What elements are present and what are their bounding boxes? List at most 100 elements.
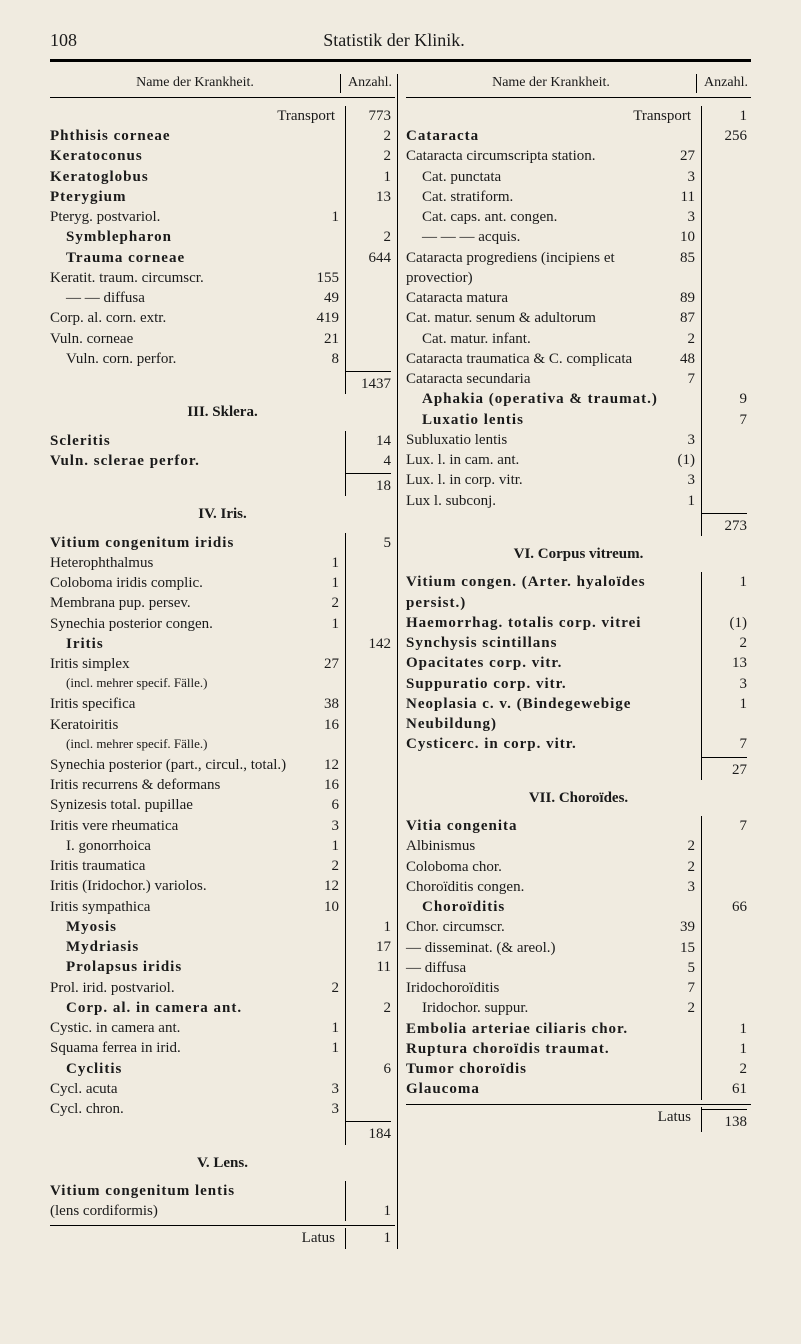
row-label: Suppuratio corp. vitr. bbox=[406, 674, 659, 694]
row-count bbox=[345, 1181, 395, 1201]
row-label: Subluxatio lentis bbox=[406, 430, 659, 450]
row-mid-value: 3 bbox=[659, 430, 701, 450]
row-mid-value bbox=[303, 451, 345, 471]
table-row: Cataracta progrediens (incipiens et prov… bbox=[406, 248, 751, 289]
row-count bbox=[345, 836, 395, 856]
row-count: 644 bbox=[345, 248, 395, 268]
section-3-title: III. Sklera. bbox=[50, 402, 395, 422]
row-count: 7 bbox=[701, 734, 751, 754]
row-label: Vitia congenita bbox=[406, 816, 659, 836]
row-mid-value: 1 bbox=[659, 491, 701, 511]
row-count bbox=[701, 167, 751, 187]
row-label: Cataracta circumscripta station. bbox=[406, 146, 659, 166]
row-label: Phthisis corneae bbox=[50, 126, 303, 146]
row-count bbox=[345, 349, 395, 369]
row-mid-value: 2 bbox=[303, 593, 345, 613]
row-mid-value bbox=[303, 167, 345, 187]
row-label: Trauma corneae bbox=[50, 248, 303, 268]
row-mid-value: 1 bbox=[303, 1018, 345, 1038]
table-row: — — diffusa49 bbox=[50, 288, 395, 308]
table-row: Vuln. corneae21 bbox=[50, 329, 395, 349]
row-count bbox=[345, 654, 395, 674]
table-row: Squama ferrea in irid.1 bbox=[50, 1038, 395, 1058]
row-count: 2 bbox=[345, 227, 395, 247]
table-row: Vitia congenita 7 bbox=[406, 816, 751, 836]
row-label: (lens cordiformis) bbox=[50, 1201, 303, 1221]
row-count: 14 bbox=[345, 431, 395, 451]
table-row: Vitium congen. (Arter. hyaloïdes persist… bbox=[406, 572, 751, 613]
row-label: Iritis recurrens & deformans bbox=[50, 775, 303, 795]
row-label: Iritis specifica bbox=[50, 694, 303, 714]
row-label: Myosis bbox=[50, 917, 303, 937]
row-label: — disseminat. (& areol.) bbox=[406, 938, 659, 958]
table-row: Corp. al. in camera ant.2 bbox=[50, 998, 395, 1018]
row-count bbox=[345, 694, 395, 714]
table-row: (incl. mehrer specif. Fälle.) bbox=[50, 674, 395, 694]
col-header-name: Name der Krankheit. bbox=[50, 74, 340, 93]
row-mid-value bbox=[659, 613, 701, 633]
row-mid-value: 21 bbox=[303, 329, 345, 349]
table-row: Iridochoroïditis7 bbox=[406, 978, 751, 998]
table-row: — disseminat. (& areol.)15 bbox=[406, 938, 751, 958]
page-number: 108 bbox=[50, 30, 77, 51]
table-row: Keratoconus2 bbox=[50, 146, 395, 166]
row-label: Iritis sympathica bbox=[50, 897, 303, 917]
table-row: Suppuratio corp. vitr.3 bbox=[406, 674, 751, 694]
row-label: Cataracta matura bbox=[406, 288, 659, 308]
row-label: Keratoconus bbox=[50, 146, 303, 166]
row-mid-value: 1 bbox=[303, 1038, 345, 1058]
row-count: 9 bbox=[701, 389, 751, 409]
col-header-count: Anzahl. bbox=[696, 74, 751, 93]
table-row: Lux. l. in corp. vitr.3 bbox=[406, 470, 751, 490]
row-count: 1 bbox=[701, 572, 751, 613]
row-mid-value: 12 bbox=[303, 755, 345, 775]
table-row: Iritis simplex27 bbox=[50, 654, 395, 674]
table-row: Synechia posterior congen.1 bbox=[50, 614, 395, 634]
row-label: (incl. mehrer specif. Fälle.) bbox=[50, 674, 303, 694]
row-mid-value: 155 bbox=[303, 268, 345, 288]
row-mid-value bbox=[303, 126, 345, 146]
row-mid-value: 16 bbox=[303, 715, 345, 735]
row-count bbox=[345, 978, 395, 998]
row-count bbox=[345, 816, 395, 836]
table-row: Cat. stratiform.11 bbox=[406, 187, 751, 207]
row-count bbox=[345, 553, 395, 573]
row-label: Cat. caps. ant. congen. bbox=[406, 207, 631, 227]
table-row: Cat. matur. infant.2 bbox=[406, 329, 751, 349]
table-row: Vuln. sclerae perfor.4 bbox=[50, 451, 395, 471]
row-label: Vuln. corneae bbox=[50, 329, 303, 349]
row-mid-value: 3 bbox=[659, 470, 701, 490]
row-count bbox=[701, 857, 751, 877]
table-row: Chor. circumscr.39 bbox=[406, 917, 751, 937]
table-row: Myosis1 bbox=[50, 917, 395, 937]
table-row: Cataracta secundaria7 bbox=[406, 369, 751, 389]
row-count: 7 bbox=[701, 816, 751, 836]
table-row: Lux. l. in cam. ant.(1) bbox=[406, 450, 751, 470]
sum-row: 1437 bbox=[50, 369, 395, 394]
row-mid-value bbox=[659, 1019, 701, 1039]
row-label: Cystic. in camera ant. bbox=[50, 1018, 303, 1038]
row-label: Choroïditis bbox=[406, 897, 659, 917]
row-count: 66 bbox=[701, 897, 751, 917]
row-label: Prol. irid. postvariol. bbox=[50, 978, 303, 998]
table-row: Iritis142 bbox=[50, 634, 395, 654]
row-count: 2 bbox=[701, 633, 751, 653]
row-mid-value bbox=[303, 146, 345, 166]
row-mid-value bbox=[303, 533, 345, 553]
row-label: Iritis traumatica bbox=[50, 856, 303, 876]
row-label: Iritis simplex bbox=[50, 654, 303, 674]
row-count bbox=[345, 593, 395, 613]
row-count: (1) bbox=[701, 613, 751, 633]
table-row: Iritis vere rheumatica3 bbox=[50, 816, 395, 836]
table-row: Synechia posterior (part., circul., tota… bbox=[50, 755, 395, 775]
row-count: 13 bbox=[345, 187, 395, 207]
row-mid-value bbox=[659, 1059, 701, 1079]
table-row: — — — acquis.10 bbox=[406, 227, 751, 247]
row-label: Corp. al. corn. extr. bbox=[50, 308, 303, 328]
row-mid-value bbox=[303, 735, 345, 755]
section-7-title: VII. Choroïdes. bbox=[406, 788, 751, 808]
row-label: Ruptura choroïdis traumat. bbox=[406, 1039, 659, 1059]
row-label: — — diffusa bbox=[50, 288, 303, 308]
table-row: Synchysis scintillans2 bbox=[406, 633, 751, 653]
table-row: Iritis traumatica2 bbox=[50, 856, 395, 876]
